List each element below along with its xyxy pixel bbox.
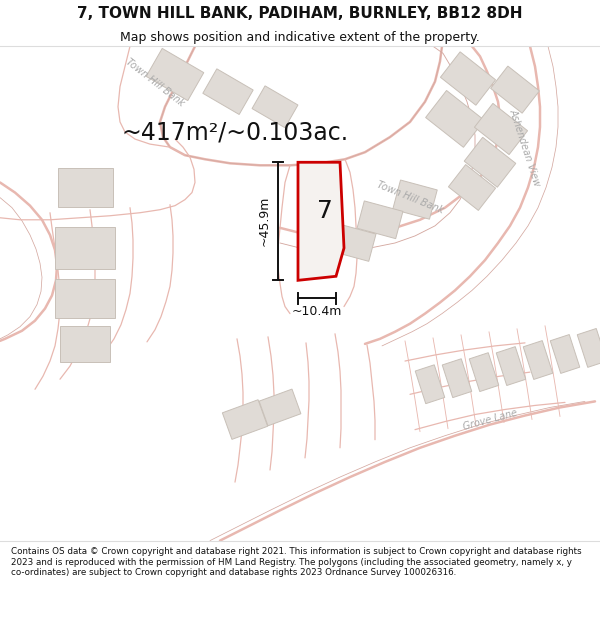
Polygon shape	[298, 162, 344, 281]
Polygon shape	[523, 341, 553, 379]
Text: 7: 7	[317, 199, 333, 222]
Polygon shape	[550, 334, 580, 373]
Polygon shape	[393, 180, 437, 219]
Text: Map shows position and indicative extent of the property.: Map shows position and indicative extent…	[120, 31, 480, 44]
Polygon shape	[415, 365, 445, 404]
Polygon shape	[469, 352, 499, 392]
Polygon shape	[475, 103, 527, 154]
Polygon shape	[259, 389, 301, 426]
Polygon shape	[60, 326, 110, 361]
Polygon shape	[425, 91, 484, 148]
Polygon shape	[58, 168, 113, 207]
Text: ~10.4m: ~10.4m	[292, 305, 342, 318]
Polygon shape	[223, 400, 268, 439]
Polygon shape	[146, 48, 204, 101]
Text: Ashendean View: Ashendean View	[508, 107, 542, 187]
Polygon shape	[496, 347, 526, 386]
Polygon shape	[55, 279, 115, 318]
Text: Contains OS data © Crown copyright and database right 2021. This information is : Contains OS data © Crown copyright and d…	[11, 548, 581, 577]
Polygon shape	[448, 164, 496, 211]
Text: Grove Lane: Grove Lane	[462, 408, 518, 432]
Text: Town Hill Bank: Town Hill Bank	[375, 179, 445, 216]
Polygon shape	[203, 69, 253, 114]
Polygon shape	[464, 138, 516, 188]
Polygon shape	[442, 359, 472, 398]
Text: 7, TOWN HILL BANK, PADIHAM, BURNLEY, BB12 8DH: 7, TOWN HILL BANK, PADIHAM, BURNLEY, BB1…	[77, 6, 523, 21]
Polygon shape	[440, 52, 496, 105]
Text: ~45.9m: ~45.9m	[257, 196, 271, 246]
Polygon shape	[577, 329, 600, 367]
Text: ~417m²/~0.103ac.: ~417m²/~0.103ac.	[121, 120, 349, 144]
Text: Town Hill Bank: Town Hill Bank	[124, 57, 186, 109]
Polygon shape	[334, 224, 376, 261]
Polygon shape	[252, 86, 298, 127]
Polygon shape	[491, 66, 539, 113]
Polygon shape	[357, 201, 403, 239]
Polygon shape	[55, 227, 115, 269]
